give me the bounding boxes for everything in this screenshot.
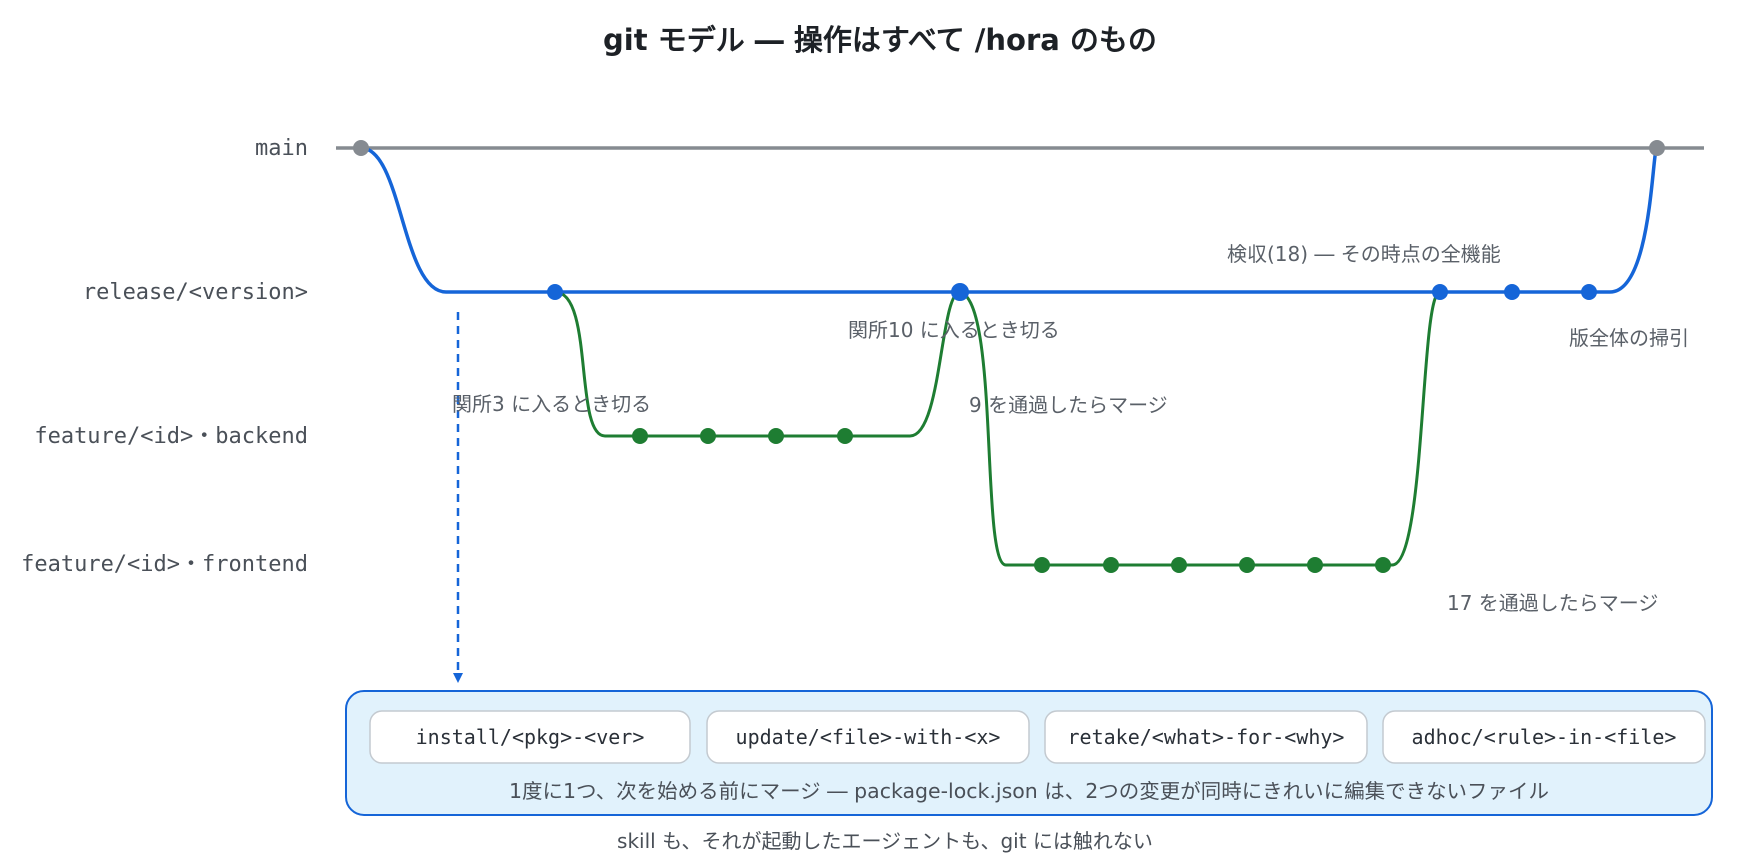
lane-label-main: main [255, 136, 308, 161]
main-commit-start [353, 140, 369, 156]
branch-chip-adhoc: adhoc/<rule>-in-<file> [1382, 710, 1706, 764]
frontend-branch-line [957, 290, 1441, 567]
frontend-commit [1307, 557, 1323, 573]
release-commit-merge-backend [951, 283, 969, 301]
branch-chip-install: install/<pkg>-<ver> [369, 710, 691, 764]
side-branches-rule: 1度に1つ、次を始める前にマージ ― package-lock.json は、2… [509, 779, 1549, 803]
lane-label-release: release/<version> [83, 280, 308, 305]
backend-commit [768, 428, 784, 444]
lane-label-frontend: feature/<id>・frontend [21, 552, 308, 577]
backend-commit [837, 428, 853, 444]
note-cut-backend: 関所3 に入るとき切る [452, 392, 651, 416]
release-branch-line [360, 146, 1659, 294]
branch-chip-adhoc-label: adhoc/<rule>-in-<file> [1412, 725, 1677, 749]
release-commit [1581, 284, 1597, 300]
frontend-commit [1103, 557, 1119, 573]
branch-chip-update: update/<file>-with-<x> [706, 710, 1030, 764]
frontend-commit [1034, 557, 1050, 573]
note-cut-frontend: 関所10 に入るとき切る [848, 318, 1060, 342]
frontend-commit [1375, 557, 1391, 573]
backend-commit [700, 428, 716, 444]
note-version-index: 版全体の掃引 [1569, 326, 1689, 350]
release-commit [1504, 284, 1520, 300]
note-acceptance: 検収(18) ― その時点の全機能 [1227, 242, 1501, 266]
diagram-title: git モデル ― 操作はすべて /hora のもの [603, 23, 1157, 57]
backend-branch-line [554, 290, 961, 438]
branch-chip-retake: retake/<what>-for-<why> [1044, 710, 1368, 764]
branch-chip-retake-label: retake/<what>-for-<why> [1068, 725, 1345, 749]
frontend-commit [1239, 557, 1255, 573]
frontend-commit [1171, 557, 1187, 573]
side-branches-box: install/<pkg>-<ver> update/<file>-with-<… [345, 690, 1713, 816]
lane-label-backend: feature/<id>・backend [34, 424, 308, 449]
note-merge-backend: 9 を通過したらマージ [969, 393, 1168, 417]
release-commit-merge-frontend [1432, 284, 1448, 300]
release-commit-cut-backend [547, 284, 563, 300]
branch-chip-install-label: install/<pkg>-<ver> [416, 725, 645, 749]
branch-chip-update-label: update/<file>-with-<x> [736, 725, 1001, 749]
footer-note: skill も、それが起動したエージェントも、git には触れない [617, 829, 1153, 853]
main-commit-release-merge [1649, 140, 1665, 156]
note-merge-frontend: 17 を通過したらマージ [1447, 591, 1658, 615]
backend-commit [632, 428, 648, 444]
